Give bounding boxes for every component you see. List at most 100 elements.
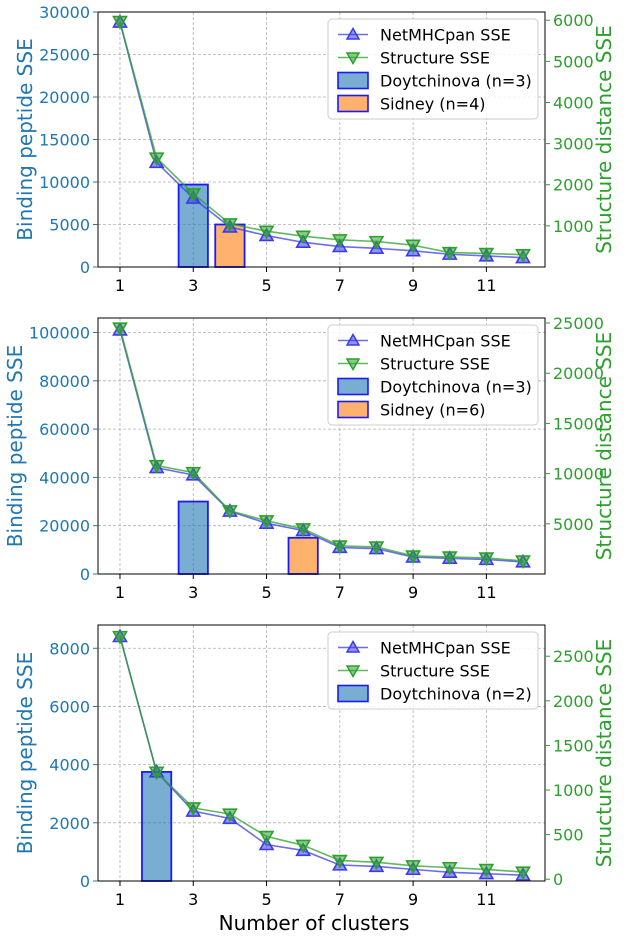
structure-point: [185, 188, 202, 202]
legend-box: [327, 324, 539, 426]
legend-label: Structure SSE: [380, 49, 490, 68]
y-right-tick-label: 0: [553, 870, 563, 889]
y-left-tick-label: 0: [80, 565, 90, 584]
y-right-tick-label: 10000: [553, 465, 604, 484]
x-tick-label: 5: [261, 276, 271, 295]
y-left-tick-label: 15000: [39, 131, 90, 150]
structure-point: [405, 550, 421, 565]
x-tick-label: 1: [115, 276, 125, 295]
y-left-tick-label: 8000: [49, 639, 90, 658]
y-left-tick-label: 30000: [39, 3, 90, 22]
legend: NetMHCpan SSE Structure SSE Doytchinova (n…: [327, 18, 539, 120]
structure-point: [441, 861, 458, 876]
legend: NetMHCpan SSE Structure SSE Doytchinova (n…: [327, 324, 539, 426]
structure-point: [515, 555, 531, 570]
bar-sidney: [287, 536, 319, 575]
y-right-tick-label: 3000: [553, 135, 594, 154]
structure-point: [478, 863, 495, 878]
legend-marker: [345, 332, 361, 346]
x-tick-label: 11: [476, 583, 496, 602]
bar-doytchinova: [141, 771, 173, 882]
x-axis-label: Number of clusters: [219, 911, 410, 935]
y-right-tick-label: 1000: [553, 217, 594, 236]
legend: NetMHCpan SSE Structure SSE Doytchinova (n…: [327, 631, 539, 710]
chart-panel-2: 1 3 5 7 9 11 0 20000 40000 60000 80000 100000 5000 10…: [3, 314, 616, 602]
legend-label: Doytchinova (n=3): [380, 378, 532, 397]
structure-point: [258, 830, 275, 845]
legend-label: NetMHCpan SSE: [380, 332, 511, 351]
y-right-tick-label: 6000: [553, 11, 594, 30]
y-left-tick-label: 80000: [39, 372, 90, 391]
structure-point: [368, 235, 385, 250]
y-right-tick-label: 25000: [553, 314, 604, 333]
legend-label: Sidney (n=4): [380, 95, 486, 114]
legend-marker: [345, 639, 361, 653]
structure-point: [405, 239, 421, 254]
structure-point: [148, 766, 165, 781]
y-right-tick-label: 2500: [553, 647, 594, 666]
structure-point: [405, 860, 421, 874]
y-left-tick-label: 2000: [49, 814, 90, 833]
legend-marker: [345, 358, 361, 372]
structure-point: [515, 248, 531, 263]
y-right-tick-label: 20000: [553, 364, 604, 383]
legend-marker: [345, 665, 361, 679]
structure-point: [185, 466, 202, 481]
x-tick-label: 9: [408, 890, 418, 909]
x-tick-label: 9: [408, 276, 418, 295]
legend-swatch: [337, 400, 369, 419]
legend-swatch: [337, 684, 369, 703]
legend-label: Structure SSE: [380, 355, 490, 374]
structure-line: [119, 21, 524, 256]
structure-point: [112, 15, 128, 30]
structure-point: [222, 505, 238, 519]
structure-point: [295, 523, 312, 537]
x-tick-label: 7: [335, 276, 345, 295]
structure-point: [112, 322, 128, 337]
structure-point: [258, 515, 275, 529]
y-right-tick-label: 2000: [553, 692, 594, 711]
legend-box: [327, 18, 539, 120]
structure-point: [258, 225, 275, 240]
y-right-axis-label: Structure distance SSE: [592, 639, 616, 868]
y-left-tick-label: 6000: [49, 697, 90, 716]
y-left-tick-label: 20000: [39, 517, 90, 536]
x-tick-label: 7: [335, 890, 345, 909]
chart-panel-1: 1 3 5 7 9 11 0 5000 10000 15000 20000 25000 30000 100…: [13, 3, 616, 295]
structure-point: [331, 854, 348, 869]
structure-point: [222, 808, 238, 823]
structure-point: [441, 246, 458, 261]
y-left-tick-label: 4000: [49, 756, 90, 775]
structure-line: [119, 636, 524, 873]
x-tick-label: 5: [261, 890, 271, 909]
y-right-axis-label: Structure distance SSE: [592, 332, 616, 561]
y-left-axis-label: Binding peptide SSE: [13, 38, 37, 240]
x-tick-label: 3: [188, 276, 198, 295]
y-right-tick-label: 2000: [553, 176, 594, 195]
bar-doytchinova: [177, 500, 209, 575]
x-tick-label: 1: [115, 890, 125, 909]
x-tick-label: 1: [115, 583, 125, 602]
y-left-axis-label: Binding peptide SSE: [3, 345, 27, 547]
legend-label: Doytchinova (n=2): [380, 685, 532, 704]
chart-panel-3: 1 3 5 7 9 11 0 2000 4000 6000 8000 0 500 1000 1500 2000…: [13, 624, 616, 909]
y-left-tick-label: 60000: [39, 420, 90, 439]
structure-point: [148, 152, 165, 167]
structure-point: [222, 218, 238, 232]
y-left-tick-label: 10000: [39, 173, 90, 192]
x-tick-label: 5: [261, 583, 271, 602]
y-left-tick-label: 20000: [39, 88, 90, 107]
structure-line: [119, 327, 524, 562]
structure-point: [331, 540, 348, 555]
x-tick-label: 3: [188, 583, 198, 602]
structure-point: [478, 247, 495, 262]
structure-point: [368, 856, 385, 871]
y-left-tick-label: 25000: [39, 46, 90, 65]
y-right-axis-label: Structure distance SSE: [592, 25, 616, 254]
y-right-tick-label: 4000: [553, 93, 594, 112]
x-tick-label: 3: [188, 890, 198, 909]
y-left-tick-label: 5000: [49, 216, 90, 235]
x-tick-label: 11: [476, 276, 496, 295]
structure-point: [185, 802, 202, 816]
